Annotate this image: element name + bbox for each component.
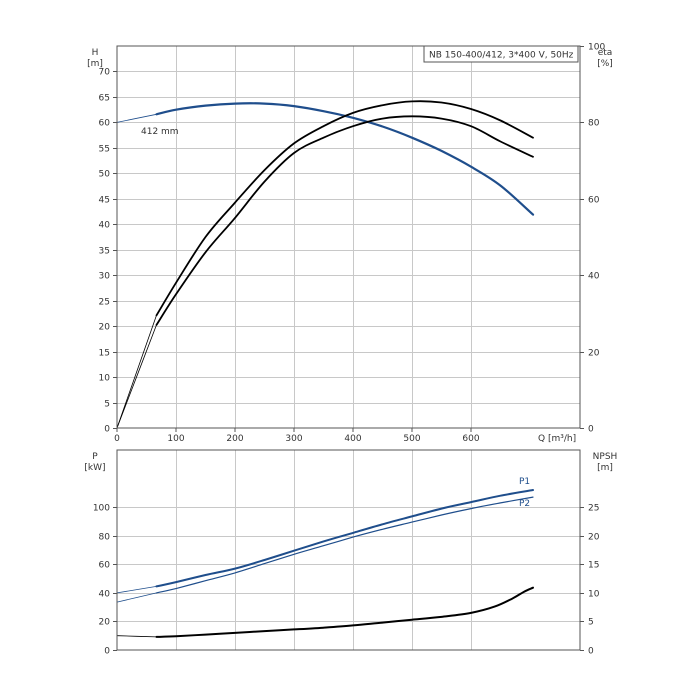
- lower-left-tick-label: 100: [93, 504, 110, 514]
- chart-title: NB 150-400/412, 3*400 V, 50Hz: [429, 51, 574, 61]
- x-tick-label: 300: [285, 434, 302, 444]
- upper-left-tick-label: 5: [104, 400, 110, 410]
- upper-left-tick-label: 10: [99, 374, 111, 384]
- x-axis-label: Q [m³/h]: [538, 434, 576, 444]
- lower-right-tick-label: 5: [588, 618, 594, 628]
- series-label-p1: P1: [519, 477, 530, 487]
- lower-curves: [116, 489, 534, 638]
- lower-left-tick-label: 60: [99, 561, 111, 571]
- lower-left-axis-unit: [kW]: [84, 463, 105, 473]
- curve-p2: [155, 496, 534, 594]
- upper-left-tick-label: 35: [99, 247, 110, 257]
- lower-left-tick-label: 20: [99, 618, 111, 628]
- upper-curve-3: [155, 100, 534, 317]
- lower-curve-5: [116, 635, 157, 638]
- lower-plot-frame: [116, 449, 581, 651]
- upper-curve-5: [116, 324, 157, 429]
- upper-left-tick-label: 55: [99, 145, 110, 155]
- lower-right-axis-unit: [m]: [597, 463, 613, 473]
- upper-curve-4: [116, 314, 157, 429]
- upper-left-axis-unit: [m]: [87, 59, 103, 69]
- upper-right-axis-label: eta: [598, 48, 613, 58]
- x-tick-label: 400: [344, 434, 361, 444]
- lower-curve-3: [116, 592, 157, 603]
- lower-panel: 0 20 40 60 80 100 0 5 10 15 20 25 P[kW] NPSH[m] P1 P2: [84, 449, 617, 657]
- upper-left-tick-label: 60: [99, 119, 111, 129]
- lower-grid: [117, 450, 580, 650]
- upper-left-tick-label: 50: [99, 170, 111, 180]
- series-label-p2: P2: [519, 499, 530, 509]
- upper-curves: [116, 100, 535, 429]
- upper-left-tick-label: 65: [99, 94, 110, 104]
- upper-right-tick-label: 40: [588, 272, 600, 282]
- title-box-border: [423, 45, 579, 63]
- upper-left-tick-label: 40: [99, 221, 111, 231]
- upper-left-tick-label: 25: [99, 298, 110, 308]
- upper-tick-labels: 0 5 10 15 20 25 30 35 40 45 50 55 60 65 70 0 20 40 60 80 100…: [87, 43, 613, 445]
- lower-tick-labels: 0 20 40 60 80 100 0 5 10 15 20 25 P[kW] NPSH[m] P1 P2: [84, 452, 617, 657]
- impeller-diameter-label: 412 mm: [141, 127, 179, 137]
- chart-title-box: NB 150-400/412, 3*400 V, 50Hz: [423, 45, 579, 63]
- upper-panel: 0 5 10 15 20 25 30 35 40 45 50 55 60 65 70 0 20 40 60 80 100…: [87, 43, 613, 445]
- x-tick-label: 200: [226, 434, 243, 444]
- lower-right-axis-label: NPSH: [593, 452, 618, 462]
- upper-right-tick-label: 0: [588, 425, 594, 435]
- lower-right-tick-label: 15: [588, 561, 599, 571]
- upper-right-tick-label: 100: [588, 43, 605, 53]
- upper-right-tick-label: 60: [588, 196, 600, 206]
- lower-right-tick-label: 25: [588, 504, 599, 514]
- upper-left-axis-label: H: [92, 48, 99, 58]
- x-tick-label: 500: [403, 434, 420, 444]
- upper-right-axis-unit: [%]: [597, 59, 613, 69]
- lower-left-axis-label: P: [92, 452, 98, 462]
- upper-left-tick-label: 15: [99, 349, 110, 359]
- x-tick-label: 600: [462, 434, 479, 444]
- curve-p1: [155, 489, 534, 588]
- x-tick-label: 0: [114, 434, 120, 444]
- lower-right-tick-label: 20: [588, 533, 600, 543]
- lower-left-tick-label: 40: [99, 590, 111, 600]
- upper-left-tick-label: 20: [99, 323, 111, 333]
- lower-right-tick-label: 10: [588, 590, 600, 600]
- upper-left-tick-label: 30: [99, 272, 111, 282]
- lower-left-tick-label: 0: [104, 647, 110, 657]
- x-tick-label: 100: [167, 434, 184, 444]
- upper-curve-0: [155, 102, 535, 216]
- upper-left-tick-label: 45: [99, 196, 110, 206]
- lower-right-tick-label: 0: [588, 647, 594, 657]
- upper-curve-2: [155, 115, 534, 326]
- lower-curve-4: [155, 586, 534, 638]
- lower-curve-2: [116, 586, 157, 594]
- upper-grid: [117, 46, 580, 428]
- upper-left-tick-label: 0: [104, 425, 110, 435]
- upper-curve-1: [116, 113, 157, 123]
- upper-plot-frame: [116, 45, 581, 429]
- upper-left-tick-label: 70: [99, 68, 111, 78]
- upper-right-tick-label: 80: [588, 119, 600, 129]
- lower-left-tick-label: 80: [99, 533, 111, 543]
- upper-right-tick-label: 20: [588, 349, 600, 359]
